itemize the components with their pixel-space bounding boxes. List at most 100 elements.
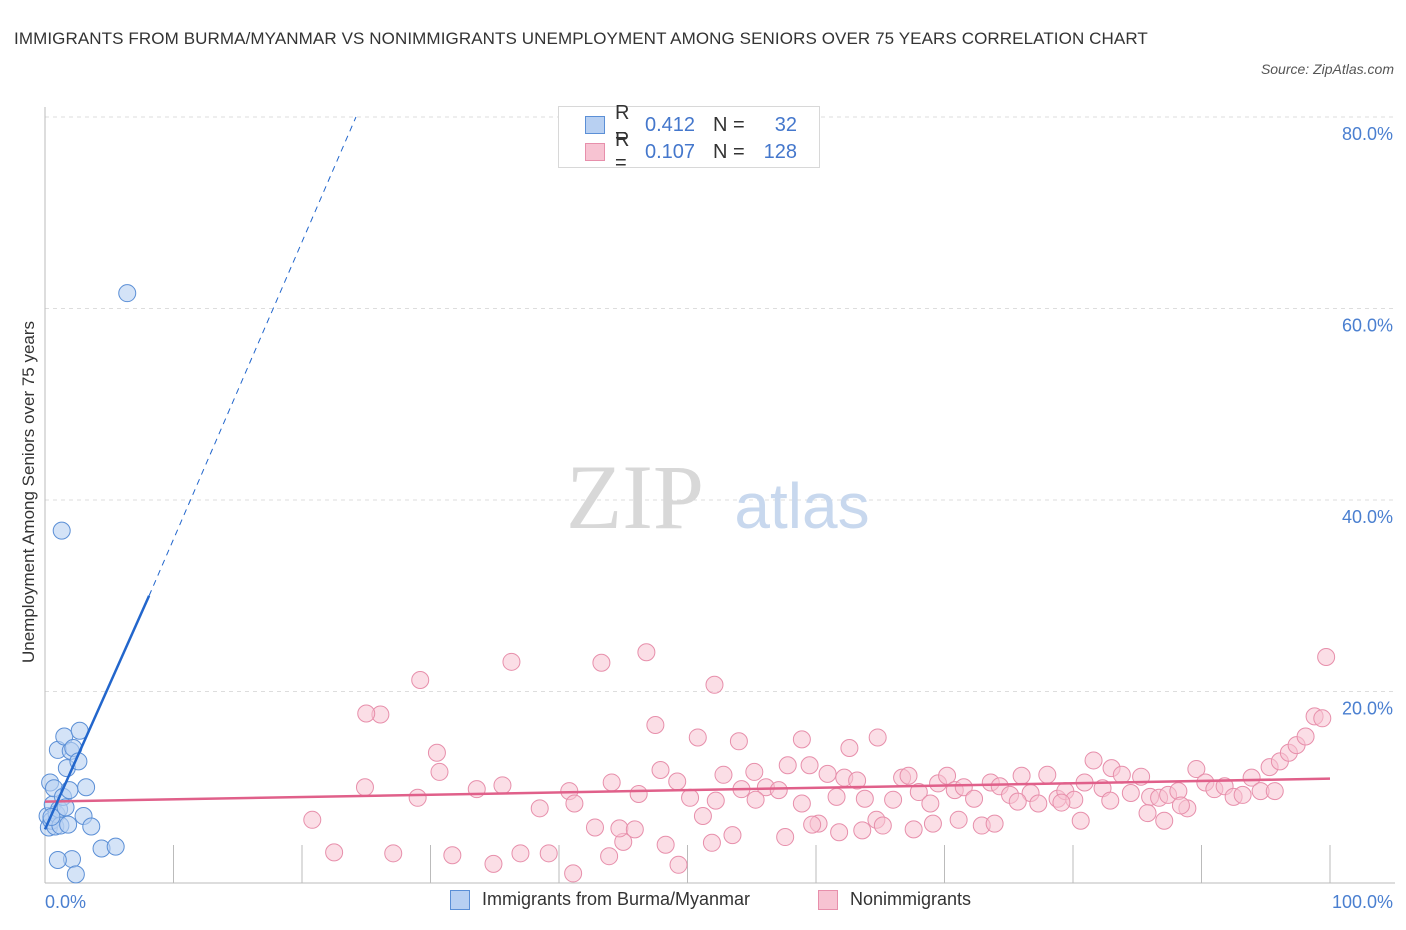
point-nonimmigrants	[853, 821, 872, 840]
legend-row-nonimmigrants: R = 0.107 N = 128	[585, 129, 797, 174]
burma-points	[38, 284, 137, 884]
point-nonimmigrants	[723, 826, 742, 845]
point-nonimmigrants	[693, 806, 712, 825]
point-nonimmigrants	[430, 762, 449, 781]
point-nonimmigrants	[646, 716, 665, 735]
point-nonimmigrants	[651, 761, 670, 780]
point-nonimmigrants	[1317, 648, 1336, 667]
point-nonimmigrants	[1233, 785, 1252, 804]
trend-lines	[43, 116, 1331, 830]
point-nonimmigrants	[776, 828, 795, 847]
point-nonimmigrants	[564, 864, 583, 883]
point-burma	[118, 284, 137, 303]
point-nonimmigrants	[985, 814, 1004, 833]
point-nonimmigrants	[511, 844, 530, 863]
point-nonimmigrants	[1038, 765, 1057, 784]
point-nonimmigrants	[1008, 792, 1027, 811]
n-value: 128	[763, 140, 797, 163]
point-nonimmigrants	[592, 653, 611, 672]
trend-line-burma	[43, 595, 151, 830]
point-nonimmigrants	[848, 771, 867, 790]
point-nonimmigrants	[681, 788, 700, 807]
point-nonimmigrants	[502, 652, 521, 671]
y-tick-label: 20.0%	[1342, 699, 1393, 719]
point-nonimmigrants	[803, 815, 822, 834]
point-nonimmigrants	[600, 847, 619, 866]
n-label: N =	[713, 113, 745, 136]
point-nonimmigrants	[629, 784, 648, 803]
point-nonimmigrants	[792, 730, 811, 749]
point-nonimmigrants	[1121, 783, 1140, 802]
legend-item-nonimmigrants: Nonimmigrants	[818, 889, 971, 910]
legend-label-burma: Immigrants from Burma/Myanmar	[482, 889, 751, 909]
r-label: R =	[615, 102, 630, 147]
point-nonimmigrants	[303, 810, 322, 829]
axes: 20.0% 40.0% 60.0% 80.0% 0.0% 100.0%	[44, 107, 1395, 912]
n-label: N =	[713, 140, 745, 163]
point-nonimmigrants	[921, 794, 940, 813]
point-nonimmigrants	[1187, 760, 1206, 779]
legend-swatch-nonimmigrants	[818, 889, 838, 910]
x-tick-label: 100.0%	[1332, 892, 1393, 912]
y-tick-label: 80.0%	[1342, 124, 1393, 144]
n-value: 32	[774, 113, 797, 136]
watermark: ZIP atlas	[566, 446, 870, 548]
series-legend: Immigrants from Burma/Myanmar Nonimmigra…	[0, 889, 1406, 915]
grid	[45, 116, 1395, 692]
point-nonimmigrants	[585, 818, 604, 837]
point-burma	[82, 817, 101, 836]
point-nonimmigrants	[1071, 811, 1090, 830]
point-nonimmigrants	[792, 794, 811, 813]
point-nonimmigrants	[1242, 768, 1261, 787]
nonimmigrants-points	[303, 643, 1336, 883]
point-nonimmigrants	[923, 814, 942, 833]
point-nonimmigrants	[706, 791, 725, 810]
point-nonimmigrants	[714, 765, 733, 784]
point-nonimmigrants	[899, 766, 918, 785]
point-nonimmigrants	[1171, 796, 1190, 815]
point-nonimmigrants	[729, 732, 748, 751]
point-nonimmigrants	[1101, 791, 1120, 810]
point-burma	[77, 778, 96, 797]
point-nonimmigrants	[965, 789, 984, 808]
point-nonimmigrants	[565, 794, 584, 813]
point-nonimmigrants	[688, 728, 707, 747]
point-nonimmigrants	[705, 675, 724, 694]
trend-line-nonimmigrants	[44, 777, 1331, 803]
legend-swatch-nonimmigrants	[585, 143, 605, 161]
point-nonimmigrants	[800, 756, 819, 775]
point-nonimmigrants	[778, 756, 797, 775]
point-nonimmigrants	[949, 810, 968, 829]
point-nonimmigrants	[355, 778, 374, 797]
point-nonimmigrants	[427, 743, 446, 762]
correlation-legend: R = 0.412 N = 32 R = 0.107 N = 128	[558, 102, 820, 174]
point-burma	[66, 865, 85, 884]
point-nonimmigrants	[855, 789, 874, 808]
point-nonimmigrants	[325, 843, 344, 862]
point-nonimmigrants	[1029, 794, 1048, 813]
source-label: Source: ZipAtlas.com	[1260, 61, 1394, 77]
point-nonimmigrants	[702, 833, 721, 852]
r-label: R =	[615, 129, 630, 174]
point-nonimmigrants	[746, 790, 765, 809]
point-nonimmigrants	[818, 764, 837, 783]
point-nonimmigrants	[1138, 804, 1157, 823]
point-nonimmigrants	[769, 781, 788, 800]
y-tick-label: 40.0%	[1342, 507, 1393, 527]
point-nonimmigrants	[602, 773, 621, 792]
point-nonimmigrants	[443, 846, 462, 865]
point-nonimmigrants	[1313, 709, 1332, 728]
point-nonimmigrants	[637, 643, 656, 662]
point-nonimmigrants	[745, 762, 764, 781]
point-nonimmigrants	[1052, 793, 1071, 812]
legend-swatch-burma	[585, 116, 605, 134]
point-nonimmigrants	[1155, 811, 1174, 830]
watermark-atlas: atlas	[734, 470, 869, 542]
point-nonimmigrants	[493, 776, 512, 795]
point-nonimmigrants	[610, 819, 629, 838]
point-nonimmigrants	[357, 704, 376, 723]
point-nonimmigrants	[669, 855, 688, 874]
point-nonimmigrants	[830, 823, 849, 842]
point-burma	[106, 837, 125, 856]
point-nonimmigrants	[484, 854, 503, 873]
